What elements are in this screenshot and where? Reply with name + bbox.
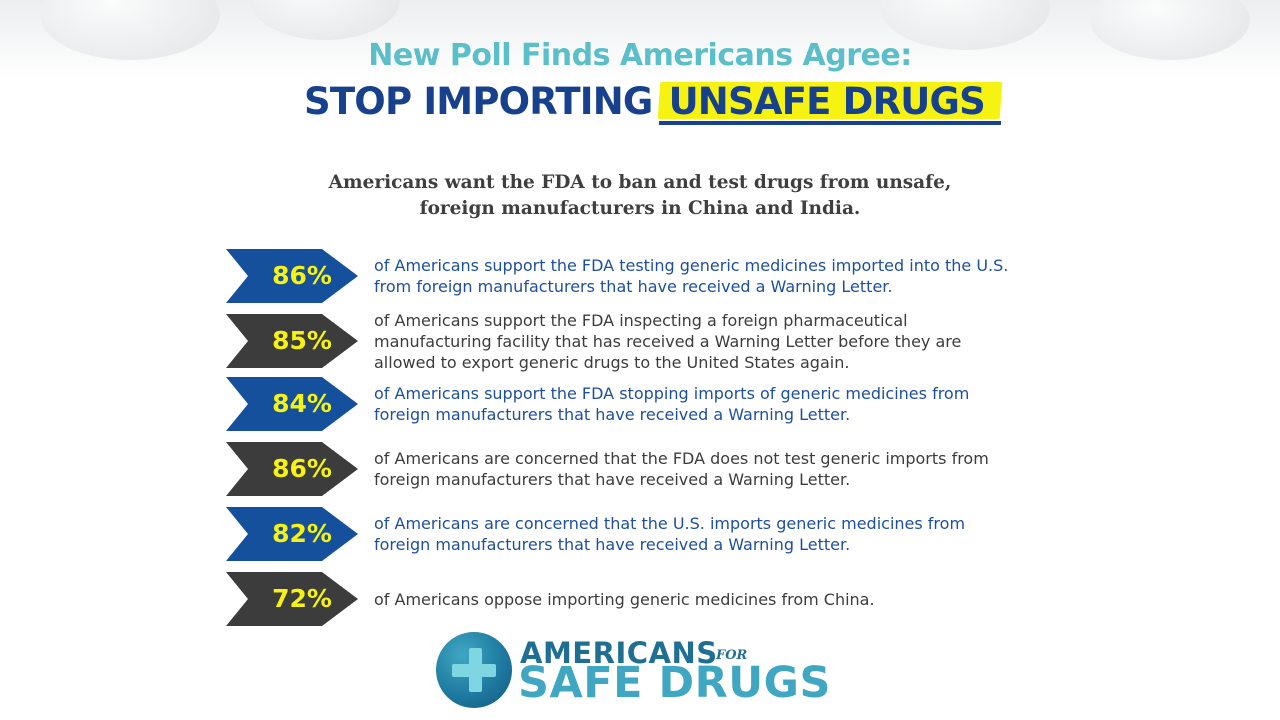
- stat-percent: 82%: [272, 519, 332, 548]
- medical-plus-icon: [436, 632, 512, 708]
- logo-wordmark-bottom: SAFE DRUGS: [518, 658, 831, 708]
- stat-text: of Americans are concerned that the U.S.…: [374, 514, 966, 554]
- stat-row: 82% of Americans are concerned that the …: [226, 507, 1026, 561]
- stat-row: 84% of Americans support the FDA stoppin…: [226, 377, 1026, 431]
- stat-text: of Americans oppose importing generic me…: [374, 589, 875, 609]
- logo-wordmark-for: FOR: [716, 648, 748, 663]
- headline-plain: STOP IMPORTING: [304, 80, 653, 123]
- stat-percent: 72%: [272, 584, 332, 613]
- stat-row: 72% of Americans oppose importing generi…: [226, 572, 1026, 626]
- stat-percent: 86%: [272, 454, 332, 483]
- stat-text: of Americans support the FDA stopping im…: [374, 384, 970, 424]
- stat-percent: 84%: [272, 389, 332, 418]
- stat-text: of Americans support the FDA inspecting …: [374, 310, 962, 372]
- stat-text: of Americans support the FDA testing gen…: [374, 256, 1009, 296]
- headline-highlight: UNSAFE DRUGS: [665, 80, 995, 123]
- plus-horizontal-bar: [452, 664, 496, 677]
- stat-text: of Americans are concerned that the FDA …: [374, 449, 989, 489]
- logo-wordmark-top: AMERICANS: [520, 636, 718, 670]
- headline-main: STOP IMPORTING UNSAFE DRUGS: [304, 80, 995, 130]
- stat-row: 85% of Americans support the FDA inspect…: [226, 310, 1026, 372]
- subtitle: Americans want the FDA to ban and test d…: [328, 172, 952, 219]
- stat-percent: 86%: [272, 261, 332, 290]
- headline-intro: New Poll Finds Americans Agree:: [368, 38, 912, 73]
- stat-row: 86% of Americans are concerned that the …: [226, 442, 1026, 496]
- stat-row: 86% of Americans support the FDA testing…: [226, 249, 1026, 303]
- stat-percent: 85%: [272, 326, 332, 355]
